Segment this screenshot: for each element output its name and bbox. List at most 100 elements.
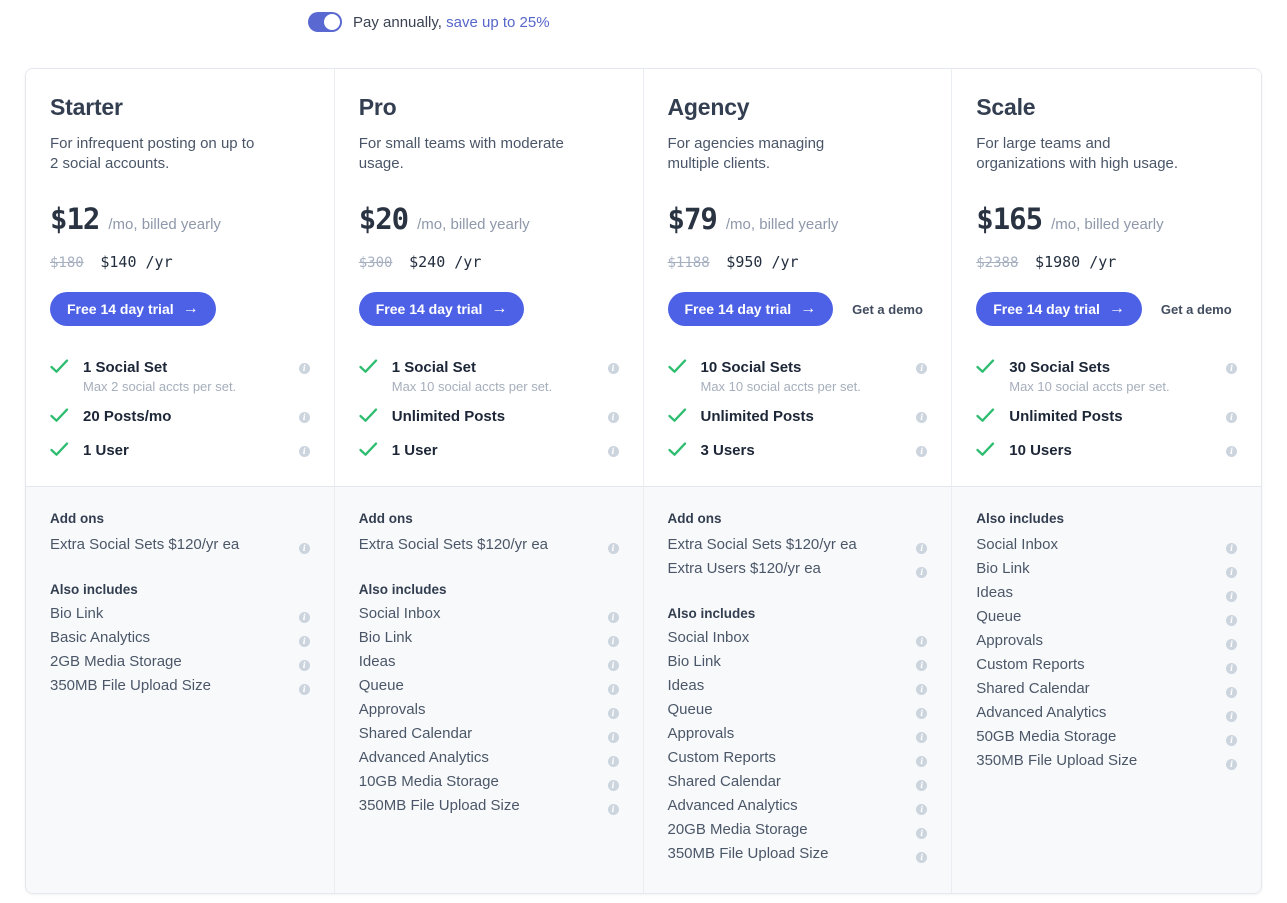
info-icon[interactable]: i (298, 660, 310, 671)
info-icon[interactable]: i (1226, 711, 1237, 722)
include-list: Social Inbox i Bio Link i Ideas i Queue i Ap… (976, 536, 1237, 776)
description-line: usage. (358, 155, 404, 172)
feature-title: Unlimited Posts (1009, 408, 1123, 425)
price-monthly: $20 (358, 202, 409, 236)
info-icon[interactable]: i (916, 363, 928, 374)
info-icon[interactable]: i (1226, 615, 1237, 626)
include-label: 2GB Media Storage (50, 653, 182, 670)
info-icon[interactable]: i (607, 708, 619, 719)
info-icon[interactable]: i (1226, 735, 1237, 746)
include-item: Custom Reports i (668, 749, 928, 773)
arrow-right-icon: → (491, 300, 508, 317)
info-icon[interactable]: i (916, 660, 928, 671)
feature-text: 30 Social Sets Max 10 social accts per s… (1009, 359, 1169, 394)
info-icon[interactable]: i (298, 684, 310, 695)
addon-label: Extra Social Sets $120/yr ea (358, 536, 549, 553)
info-icon[interactable]: i (916, 684, 928, 695)
info-icon[interactable]: i (607, 446, 619, 457)
old-yearly-price: $1188 (667, 255, 710, 271)
info-icon[interactable]: i (1226, 639, 1237, 650)
feature-title: 1 User (83, 442, 129, 459)
plan-description: For agencies managing multiple clients. (668, 134, 928, 174)
addon-label: Extra Social Sets $120/yr ea (50, 536, 240, 553)
feature-item: 1 User i (50, 442, 310, 462)
include-label: Approvals (667, 725, 735, 742)
yearly-price: $240 /yr (409, 253, 482, 271)
save-link[interactable]: save up to 25% (446, 13, 550, 31)
feature-item: Unlimited Posts i (667, 408, 928, 428)
info-icon[interactable]: i (916, 446, 928, 457)
info-icon[interactable]: i (916, 756, 928, 767)
price-row: $20 /mo, billed yearly (359, 202, 619, 236)
check-icon (50, 408, 83, 428)
info-icon[interactable]: i (607, 636, 619, 647)
info-icon[interactable]: i (1226, 591, 1237, 602)
cta-row: Free 14 day trial → (358, 292, 619, 326)
info-icon[interactable]: i (1226, 446, 1237, 457)
include-item: 350MB File Upload Size i (50, 677, 310, 701)
include-item: 350MB File Upload Size i (668, 845, 928, 869)
feature-title: 3 Users (700, 442, 755, 459)
info-icon[interactable]: i (298, 446, 310, 457)
addon-list: Extra Social Sets $120/yr ea i (50, 536, 310, 560)
include-label: Bio Link (976, 560, 1030, 577)
info-icon[interactable]: i (298, 612, 310, 623)
info-icon[interactable]: i (298, 636, 310, 647)
check-icon (359, 408, 392, 428)
get-a-demo-link[interactable]: Get a demo (1160, 301, 1232, 317)
include-item: 350MB File Upload Size i (359, 797, 619, 821)
check-icon (976, 442, 1009, 462)
info-icon[interactable]: i (1226, 567, 1237, 578)
info-icon[interactable]: i (607, 543, 619, 554)
info-icon[interactable]: i (607, 660, 619, 671)
include-item: 10GB Media Storage i (359, 773, 619, 797)
info-icon[interactable]: i (1226, 543, 1237, 554)
info-icon[interactable]: i (916, 708, 928, 719)
info-icon[interactable]: i (607, 732, 619, 743)
info-icon[interactable]: i (1226, 759, 1237, 770)
include-label: Queue (976, 608, 1022, 625)
feature-title: 30 Social Sets (1009, 359, 1111, 376)
info-icon[interactable]: i (1226, 687, 1237, 698)
info-icon[interactable]: i (916, 780, 928, 791)
check-icon (667, 442, 701, 462)
addons-heading: Add ons (667, 511, 722, 526)
info-icon[interactable]: i (607, 612, 619, 623)
free-trial-button[interactable]: Free 14 day trial → (667, 292, 834, 326)
include-item: 2GB Media Storage i (50, 653, 310, 677)
include-item: 350MB File Upload Size i (976, 752, 1237, 776)
info-icon[interactable]: i (1226, 663, 1237, 674)
info-icon[interactable]: i (607, 756, 619, 767)
info-icon[interactable]: i (607, 804, 619, 815)
addons-heading: Add ons (358, 511, 413, 526)
info-icon[interactable]: i (916, 543, 928, 554)
info-icon[interactable]: i (1226, 363, 1237, 374)
info-icon[interactable]: i (607, 363, 619, 374)
info-icon[interactable]: i (916, 804, 928, 815)
info-icon[interactable]: i (607, 780, 619, 791)
info-icon[interactable]: i (916, 636, 928, 647)
free-trial-label: Free 14 day trial (993, 301, 1100, 317)
include-item: Queue i (668, 701, 928, 725)
includes-heading: Also includes (50, 582, 138, 597)
get-a-demo-link[interactable]: Get a demo (852, 301, 923, 317)
info-icon[interactable]: i (916, 828, 928, 839)
info-icon[interactable]: i (607, 684, 619, 695)
info-icon[interactable]: i (916, 412, 928, 423)
free-trial-button[interactable]: Free 14 day trial → (358, 292, 525, 326)
info-icon[interactable]: i (607, 412, 619, 423)
info-icon[interactable]: i (1226, 412, 1237, 423)
info-icon[interactable]: i (916, 567, 928, 578)
info-icon[interactable]: i (298, 543, 310, 554)
info-icon[interactable]: i (916, 732, 928, 743)
include-label: Social Inbox (667, 629, 750, 646)
addon-item: Extra Social Sets $120/yr ea i (668, 536, 928, 560)
plan-card-pro: Pro For small teams with moderate usage.… (334, 69, 644, 486)
free-trial-button[interactable]: Free 14 day trial → (50, 292, 216, 326)
free-trial-button[interactable]: Free 14 day trial → (976, 292, 1142, 326)
annual-billing-toggle[interactable] (308, 12, 342, 32)
info-icon[interactable]: i (916, 852, 928, 863)
info-icon[interactable]: i (298, 412, 310, 423)
include-label: Approvals (976, 632, 1043, 649)
info-icon[interactable]: i (298, 363, 310, 374)
